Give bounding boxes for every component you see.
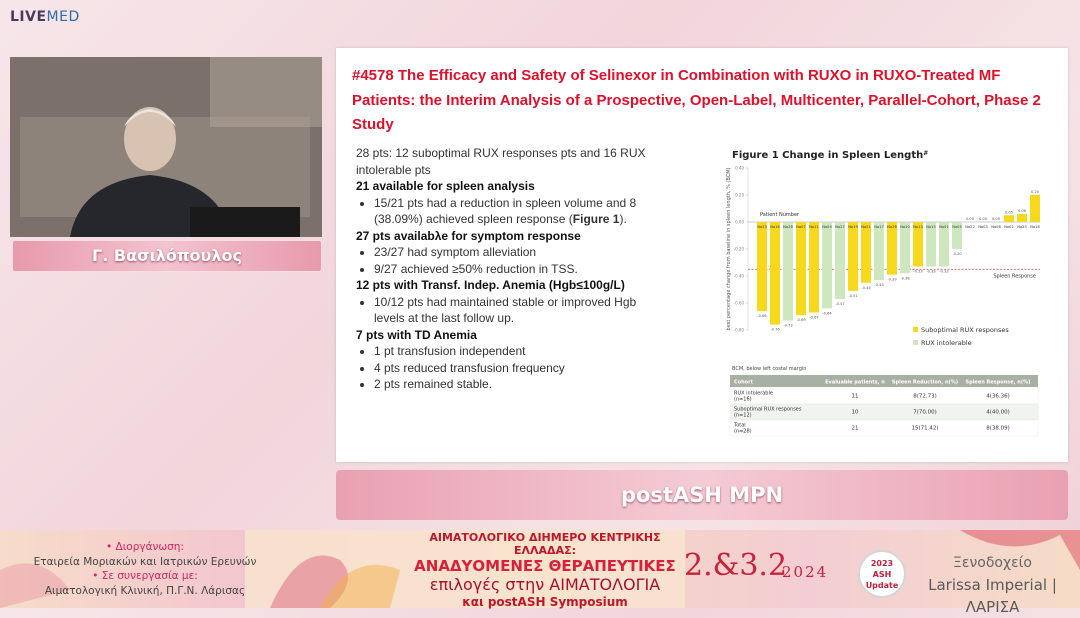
bullet-text: 2 pts remained stable. (374, 377, 492, 391)
event-line: ΑΙΜΑΤΟΛΟΓΙΚΟ ΔΙΗΜΕΡΟ ΚΕΝΤΡΙΚΗΣ ΕΛΛΑΔΑΣ: (410, 531, 680, 557)
badge-name: ASH (860, 569, 904, 580)
bullet: 1 pt transfusion independent (374, 343, 666, 360)
section-heading: 7 pts with TD Anemia (356, 327, 666, 344)
intro: 28 pts: 12 suboptimal RUX responses pts … (356, 145, 666, 178)
logo-med: MED (47, 9, 80, 25)
bullet-text: 9/27 achieved ≥50% reduction in TSS. (374, 262, 578, 276)
bullet-list: 15/21 pts had a reduction in spleen volu… (356, 195, 666, 228)
partner-label: • Σε συνεργασία με: (0, 569, 290, 584)
organizer: Εταιρεία Μοριακών και Ιατρικών Ερευνών (0, 555, 290, 570)
light (210, 57, 322, 127)
session-banner: postASH MPN (336, 470, 1068, 520)
event-title: ΑΙΜΑΤΟΛΟΓΙΚΟ ΔΙΗΜΕΡΟ ΚΕΝΤΡΙΚΗΣ ΕΛΛΑΔΑΣ: … (410, 531, 680, 609)
venue-label: Ξενοδοχείο (910, 552, 1075, 574)
bullet: 4 pts reduced transfusion frequency (374, 360, 666, 377)
bullet: 15/21 pts had a reduction in spleen volu… (374, 195, 666, 228)
section-heading: 21 available for spleen analysis (356, 178, 666, 195)
partner: Αιματολογική Κλινική, Π.Γ.Ν. Λάρισας (0, 584, 290, 599)
bullet-text: 10/12 pts had maintained stable or impro… (374, 295, 636, 326)
speaker-name: Γ. Βασιλόπουλος (12, 240, 322, 272)
bullet: 23/27 had symptom alleviation (374, 244, 666, 261)
venue-name: Larissa Imperial | ΛΑΡΙΣΑ (910, 574, 1075, 618)
bullet: 9/27 achieved ≥50% reduction in TSS. (374, 261, 666, 278)
bullet-text: ). (619, 212, 626, 226)
event-line: επιλογές στην ΑΙΜΑΤΟΛΟΓΙΑ (410, 575, 680, 595)
video-frame (10, 57, 322, 237)
sections: 21 available for spleen analysis15/21 pt… (356, 178, 666, 393)
bullet-text: 1 pt transfusion independent (374, 344, 525, 358)
organizer-label: • Διοργάνωση: (0, 540, 290, 555)
event-line: ΑΝΑΔΥΟΜΕΝΕΣ ΘΕΡΑΠΕΥΤΙΚΕΣ (410, 557, 680, 575)
bullet-text: Figure 1 (573, 212, 620, 226)
ash-badge: 2023 ASH Update (858, 550, 906, 598)
bullet-text: 4 pts reduced transfusion frequency (374, 361, 565, 375)
badge-sub: Update (860, 580, 904, 591)
badge-year: 2023 (860, 558, 904, 569)
year: 2024 (782, 563, 828, 581)
event-line: και postASH Symposium (410, 595, 680, 609)
bullet: 10/12 pts had maintained stable or impro… (374, 294, 666, 327)
bullet: 2 pts remained stable. (374, 376, 666, 393)
bullet-list: 23/27 had symptom alleviation 9/27 achiev… (356, 244, 666, 277)
speaker-video (10, 57, 322, 237)
section-heading: 27 pts availabλe for symptom response (356, 228, 666, 245)
dates: 2.&3.2 (684, 548, 787, 583)
bullet-text: 23/27 had symptom alleviation (374, 245, 536, 259)
slide-title: #4578 The Efficacy and Safety of Selinex… (352, 64, 1057, 138)
laptop (190, 207, 300, 237)
logo: LIVEMED (10, 9, 80, 25)
venue: Ξενοδοχείο Larissa Imperial | ΛΑΡΙΣΑ (910, 552, 1075, 618)
bullet-list: 1 pt transfusion independent 4 pts reduce… (356, 343, 666, 393)
slide-text: 28 pts: 12 suboptimal RUX responses pts … (356, 145, 666, 393)
logo-live: LIVE (10, 9, 47, 25)
bullet-list: 10/12 pts had maintained stable or impro… (356, 294, 666, 327)
section-heading: 12 pts with Transf. Indep. Anemia (Hgb≤1… (356, 277, 666, 294)
organizers: • Διοργάνωση: Εταιρεία Μοριακών και Ιατρ… (0, 540, 290, 598)
